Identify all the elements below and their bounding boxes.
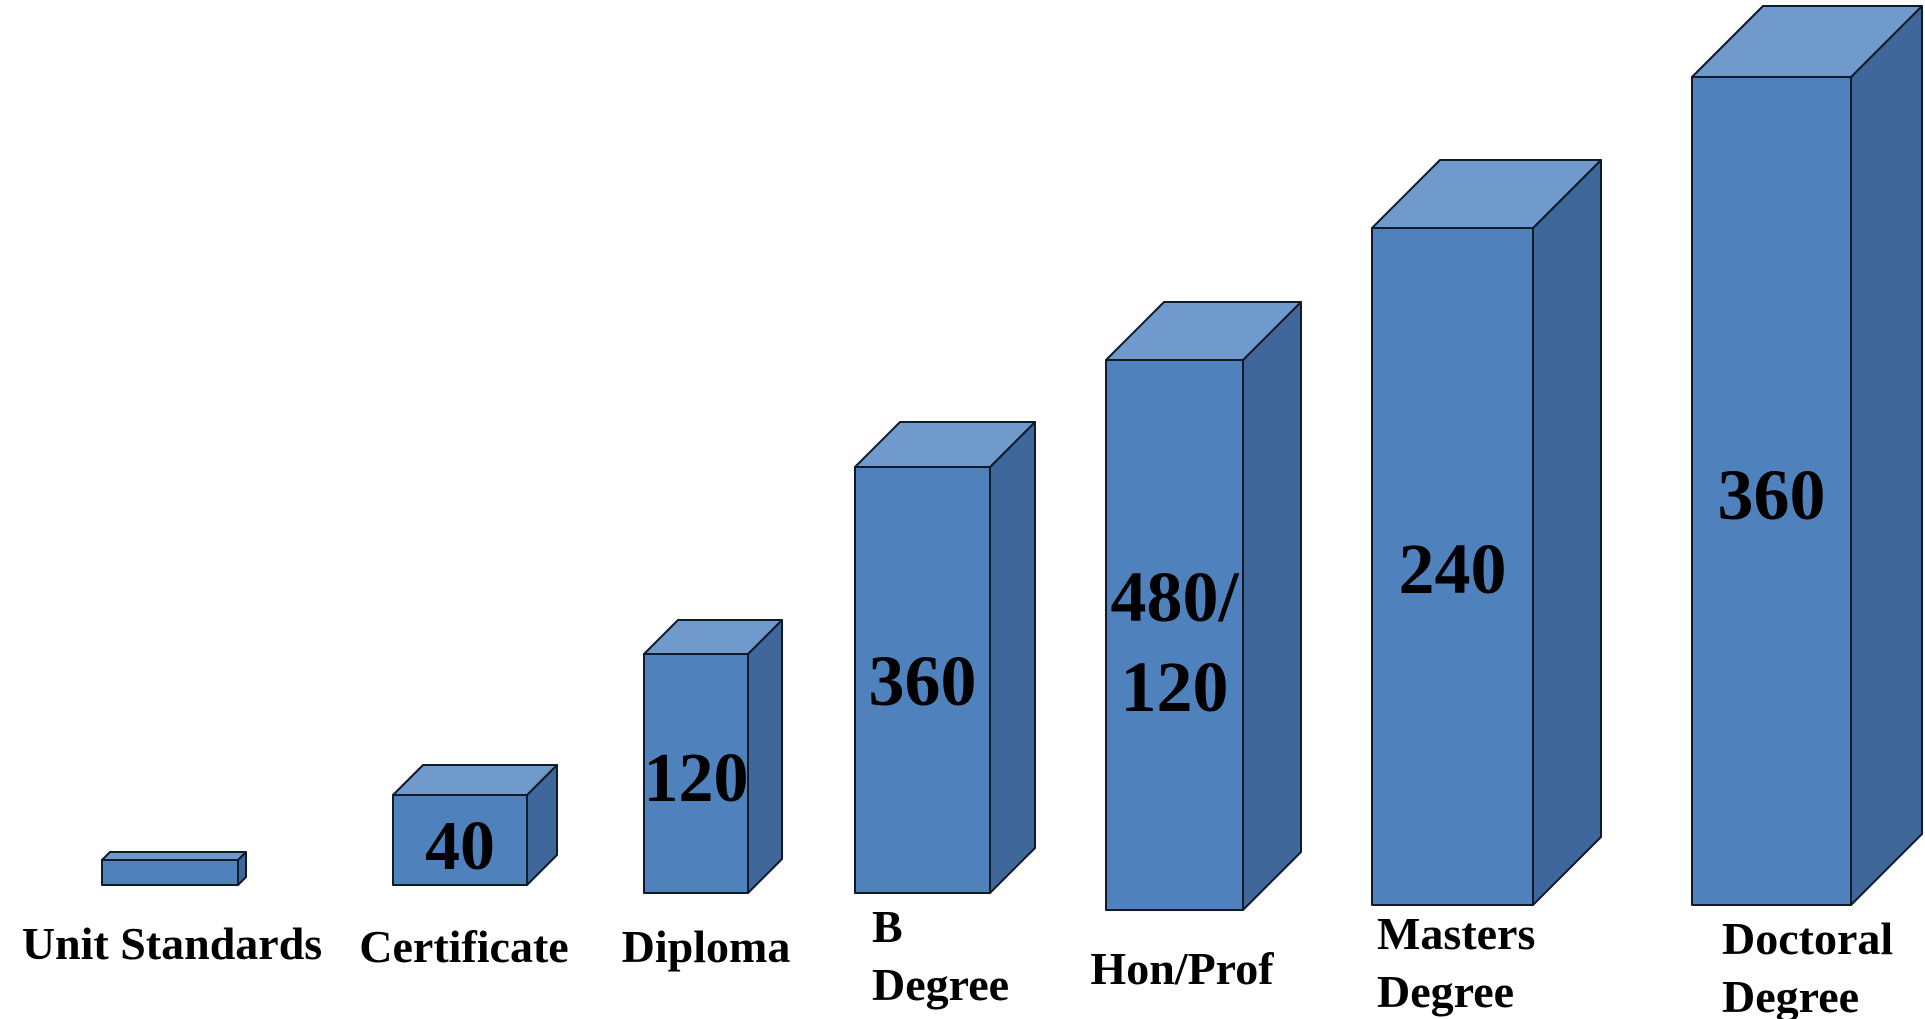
box-front-face xyxy=(1105,359,1244,911)
box-label: Hon/Prof xyxy=(1090,943,1274,994)
box-certificate: 40 Certificate xyxy=(359,764,569,972)
box-top-face xyxy=(1691,5,1923,78)
box-value: 480/120 xyxy=(1110,557,1239,727)
box-top-face xyxy=(854,421,1036,468)
box-label-line: Certificate xyxy=(359,921,568,972)
box-value: 240 xyxy=(1399,529,1507,609)
box-front-face xyxy=(854,466,991,894)
box-label: Unit Standards xyxy=(22,918,322,969)
box-value-line: 240 xyxy=(1399,529,1507,609)
box-unit-standards: Unit Standards xyxy=(22,851,322,969)
box-b-degree: 360 B Degree xyxy=(854,421,1036,1010)
box-top-face xyxy=(643,619,783,655)
box-side-face xyxy=(1532,159,1602,906)
box-value-line: 480/ xyxy=(1110,557,1239,637)
box-value: 40 xyxy=(425,808,495,885)
box-label: Masters Degree xyxy=(1377,908,1535,1017)
box-side-face xyxy=(989,421,1036,894)
box-doctoral-degree: 360 Doctoral Degree xyxy=(1691,5,1923,1019)
box-value-line: 40 xyxy=(425,808,495,885)
box-side-face xyxy=(1850,5,1923,906)
box-label-line: Degree xyxy=(1377,966,1514,1017)
box-value: 120 xyxy=(644,740,749,817)
box-top-face xyxy=(101,851,247,861)
box-label-line: Unit Standards xyxy=(22,918,322,969)
box-hon-prof: 480/120 Hon/Prof xyxy=(1090,301,1302,994)
box-front-face xyxy=(392,794,528,886)
box-label-line: Degree xyxy=(872,959,1009,1010)
box-label-line: Diploma xyxy=(622,921,791,972)
box-value: 360 xyxy=(869,641,977,721)
box-label-line: Hon/Prof xyxy=(1090,943,1274,994)
box-side-face xyxy=(747,619,783,894)
box-label: Diploma xyxy=(622,921,791,972)
box-label-line: Masters xyxy=(1377,908,1535,959)
box-front-face xyxy=(101,859,239,886)
box-top-face xyxy=(1371,159,1602,229)
box-label-line: B xyxy=(872,901,903,952)
box-label: Doctoral Degree xyxy=(1722,913,1893,1019)
box-front-face xyxy=(1371,227,1534,906)
boxes-layer: Unit Standards 40 Certificate 120 Diploma 360… xyxy=(22,5,1923,1019)
box-label: B Degree xyxy=(872,901,1009,1010)
box-value: 360 xyxy=(1718,455,1826,535)
box-diploma: 120 Diploma xyxy=(622,619,791,972)
box-masters-degree: 240 Masters Degree xyxy=(1371,159,1602,1017)
box-label: Certificate xyxy=(359,921,568,972)
box-value-line: 120 xyxy=(644,740,749,817)
box-value-line: 120 xyxy=(1121,647,1229,727)
box-value-line: 360 xyxy=(869,641,977,721)
box-front-face xyxy=(1691,76,1852,906)
box-label-line: Degree xyxy=(1722,971,1859,1019)
box-top-face xyxy=(1105,301,1302,361)
box-label-line: Doctoral xyxy=(1722,913,1893,964)
box-top-face xyxy=(392,764,558,796)
box-value-line: 360 xyxy=(1718,455,1826,535)
box-side-face xyxy=(1242,301,1302,911)
